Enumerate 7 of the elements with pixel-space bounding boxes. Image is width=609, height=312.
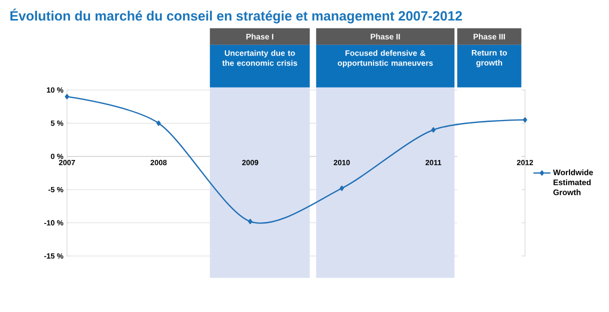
point [522, 117, 528, 123]
point [156, 120, 161, 126]
point [64, 94, 70, 100]
chart-title: Évolution du marché du conseil en stratégie et management 2007-2012 [10, 8, 462, 24]
point [248, 218, 252, 224]
point [431, 127, 436, 132]
point [340, 186, 344, 191]
